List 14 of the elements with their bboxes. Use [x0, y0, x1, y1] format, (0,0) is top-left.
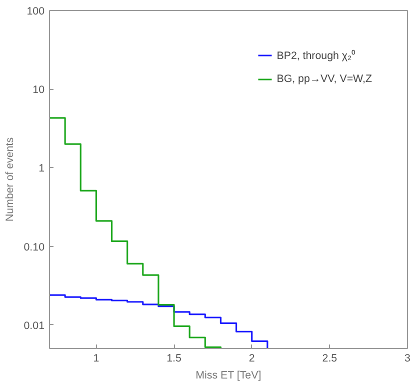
- y-tick-label: 100: [26, 6, 45, 18]
- x-tick-label: 2: [248, 352, 255, 364]
- x-tick-label: 1: [93, 352, 100, 364]
- y-tick-label: 0.10: [24, 241, 45, 254]
- y-tick-label: 1: [38, 162, 45, 175]
- x-tick-label: 1.5: [166, 352, 182, 364]
- y-tick-label: 0.01: [24, 320, 45, 332]
- legend-label: BP2, through χ₂⁰: [276, 48, 356, 62]
- y-tick-label: 10: [32, 84, 45, 96]
- x-tick-label: 2.5: [322, 352, 338, 364]
- y-axis-title: Number of events: [4, 137, 16, 222]
- x-tick-label: 3: [404, 352, 411, 364]
- x-axis-title: Miss ET [TeV]: [196, 370, 262, 382]
- legend-label: BG, pp→VV, V=W,Z: [276, 73, 372, 85]
